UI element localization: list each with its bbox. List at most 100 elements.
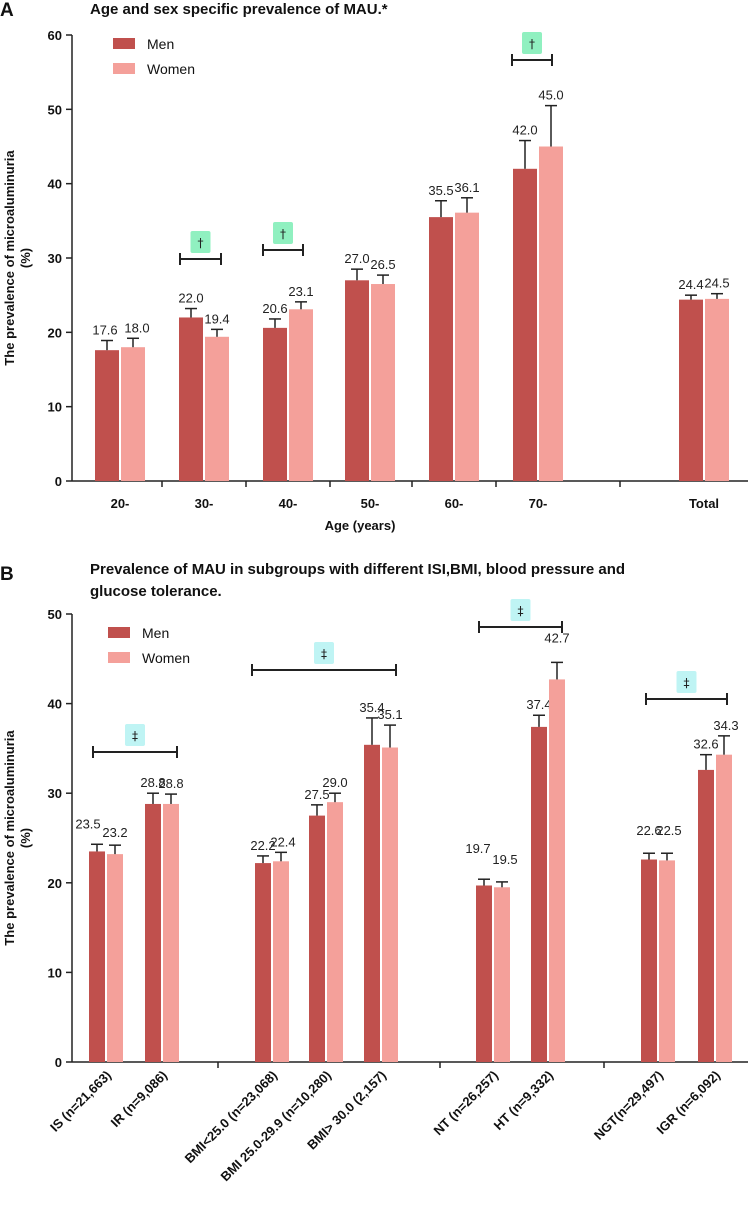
bar-women [382,747,398,1062]
bar-men [255,863,271,1062]
data-label-women: 22.5 [656,823,681,838]
data-label-women: 34.3 [713,718,738,733]
legend-swatch-men [108,627,130,638]
bar-men [179,317,203,481]
bar-women [659,860,675,1062]
y-tick-label: 10 [48,400,62,415]
data-label-men: 22.2 [250,838,275,853]
bar-women [289,309,313,481]
bar-women [455,212,479,481]
bar-men [531,726,547,1062]
panel-a-title: Age and sex specific prevalence of MAU.* [90,1,388,18]
y-tick-label: 60 [48,28,62,43]
data-label-men: 35.4 [359,700,384,715]
bar-women [327,802,343,1062]
x-tick-label: 50- [361,496,380,511]
y-tick-label: 40 [48,697,62,712]
panel-a-ylabel-line2: (%) [18,248,33,268]
bar-men [641,859,657,1062]
y-tick-label: 50 [48,607,62,622]
legend-swatch-women [108,652,130,663]
y-tick-label: 20 [48,325,62,340]
data-label-men: 37.4 [526,697,551,712]
significance-marker-box [273,222,293,244]
significance-marker-box [676,671,697,693]
significance-marker: † [280,227,286,241]
data-label-women: 23.1 [288,284,313,299]
bar-men [309,815,325,1062]
legend-label-women: Women [142,650,190,666]
significance-marker: ‡ [132,729,138,743]
bar-men [513,168,537,482]
y-tick-label: 20 [48,876,62,891]
data-label-men: 23.5 [75,816,100,831]
y-tick-label: 10 [48,965,62,980]
data-label-women: 36.1 [454,180,479,195]
x-tick-label: HT (n=9,332) [491,1068,557,1134]
bar-women [273,861,289,1062]
data-label-men: 32.6 [693,737,718,752]
y-tick-label: 40 [48,177,62,192]
data-label-women: 28.8 [158,776,183,791]
x-tick-label: 20- [111,496,130,511]
panel-b-ylabel-line1: The prevalence of microaluminuria [2,730,17,946]
x-tick-label: 30- [195,496,214,511]
data-label-men: 22.6 [636,823,661,838]
y-tick-label: 0 [55,474,62,489]
bar-men [429,217,453,481]
y-tick-label: 30 [48,786,62,801]
bar-women [539,146,563,481]
bar-women [163,803,179,1062]
y-tick-label: 50 [48,102,62,117]
bar-men [263,327,287,481]
significance-marker-box [510,599,531,621]
significance-marker: † [529,37,535,51]
significance-marker-box [314,642,334,664]
data-label-men: 27.5 [304,787,329,802]
panel-b-title-line1: Prevalence of MAU in subgroups with diff… [90,561,625,578]
bar-men [345,280,369,481]
data-label-men: 28.8 [140,775,165,790]
x-tick-label: BMI 25.0-29.9 (n=10,280) [217,1068,334,1185]
significance-marker: ‡ [321,647,327,661]
data-label-men: 24.4 [678,277,703,292]
bar-men [679,299,703,481]
bar-women [494,887,510,1062]
significance-marker: ‡ [684,676,690,690]
y-tick-label: 0 [55,1055,62,1070]
data-label-men: 17.6 [92,323,117,338]
legend-swatch-men [113,38,135,49]
data-label-women: 22.4 [270,834,295,849]
data-label-women: 45.0 [538,88,563,103]
panel-b-title-line2: glucose tolerance. [90,583,222,600]
bar-women [107,854,123,1062]
data-label-men: 20.6 [262,301,287,316]
bar-men [364,744,380,1062]
panel-a-ylabel-line1: The prevalence of microaluminuria [2,150,17,366]
bar-men [89,851,105,1062]
data-label-women: 23.2 [102,825,127,840]
bar-women [549,679,565,1062]
data-label-women: 19.4 [204,311,229,326]
x-tick-label: NT (n=26,257) [430,1068,501,1139]
x-tick-label: 40- [279,496,298,511]
significance-marker: † [198,236,204,250]
bar-men [95,350,119,481]
bar-men [698,769,714,1062]
x-tick-label: BMI<25.0 (n=23,068) [182,1068,280,1166]
data-label-women: 19.5 [492,852,517,867]
data-label-women: 24.5 [704,276,729,291]
data-label-women: 42.7 [544,630,569,645]
panel-b-plot: 0 10 20 30 40 50 23.523.2 IS (n=21,663) 28.828.8… [47,599,748,1184]
data-label-women: 26.5 [370,257,395,272]
bar-women [716,754,732,1062]
panel-a-label: A [0,0,14,21]
data-label-men: 35.5 [428,183,453,198]
x-tick-label: IS (n=21,663) [47,1068,114,1135]
bar-women [371,284,395,481]
panel-b-ylabel-line2: (%) [18,828,33,848]
bar-women [705,298,729,481]
significance-marker: ‡ [518,604,524,618]
